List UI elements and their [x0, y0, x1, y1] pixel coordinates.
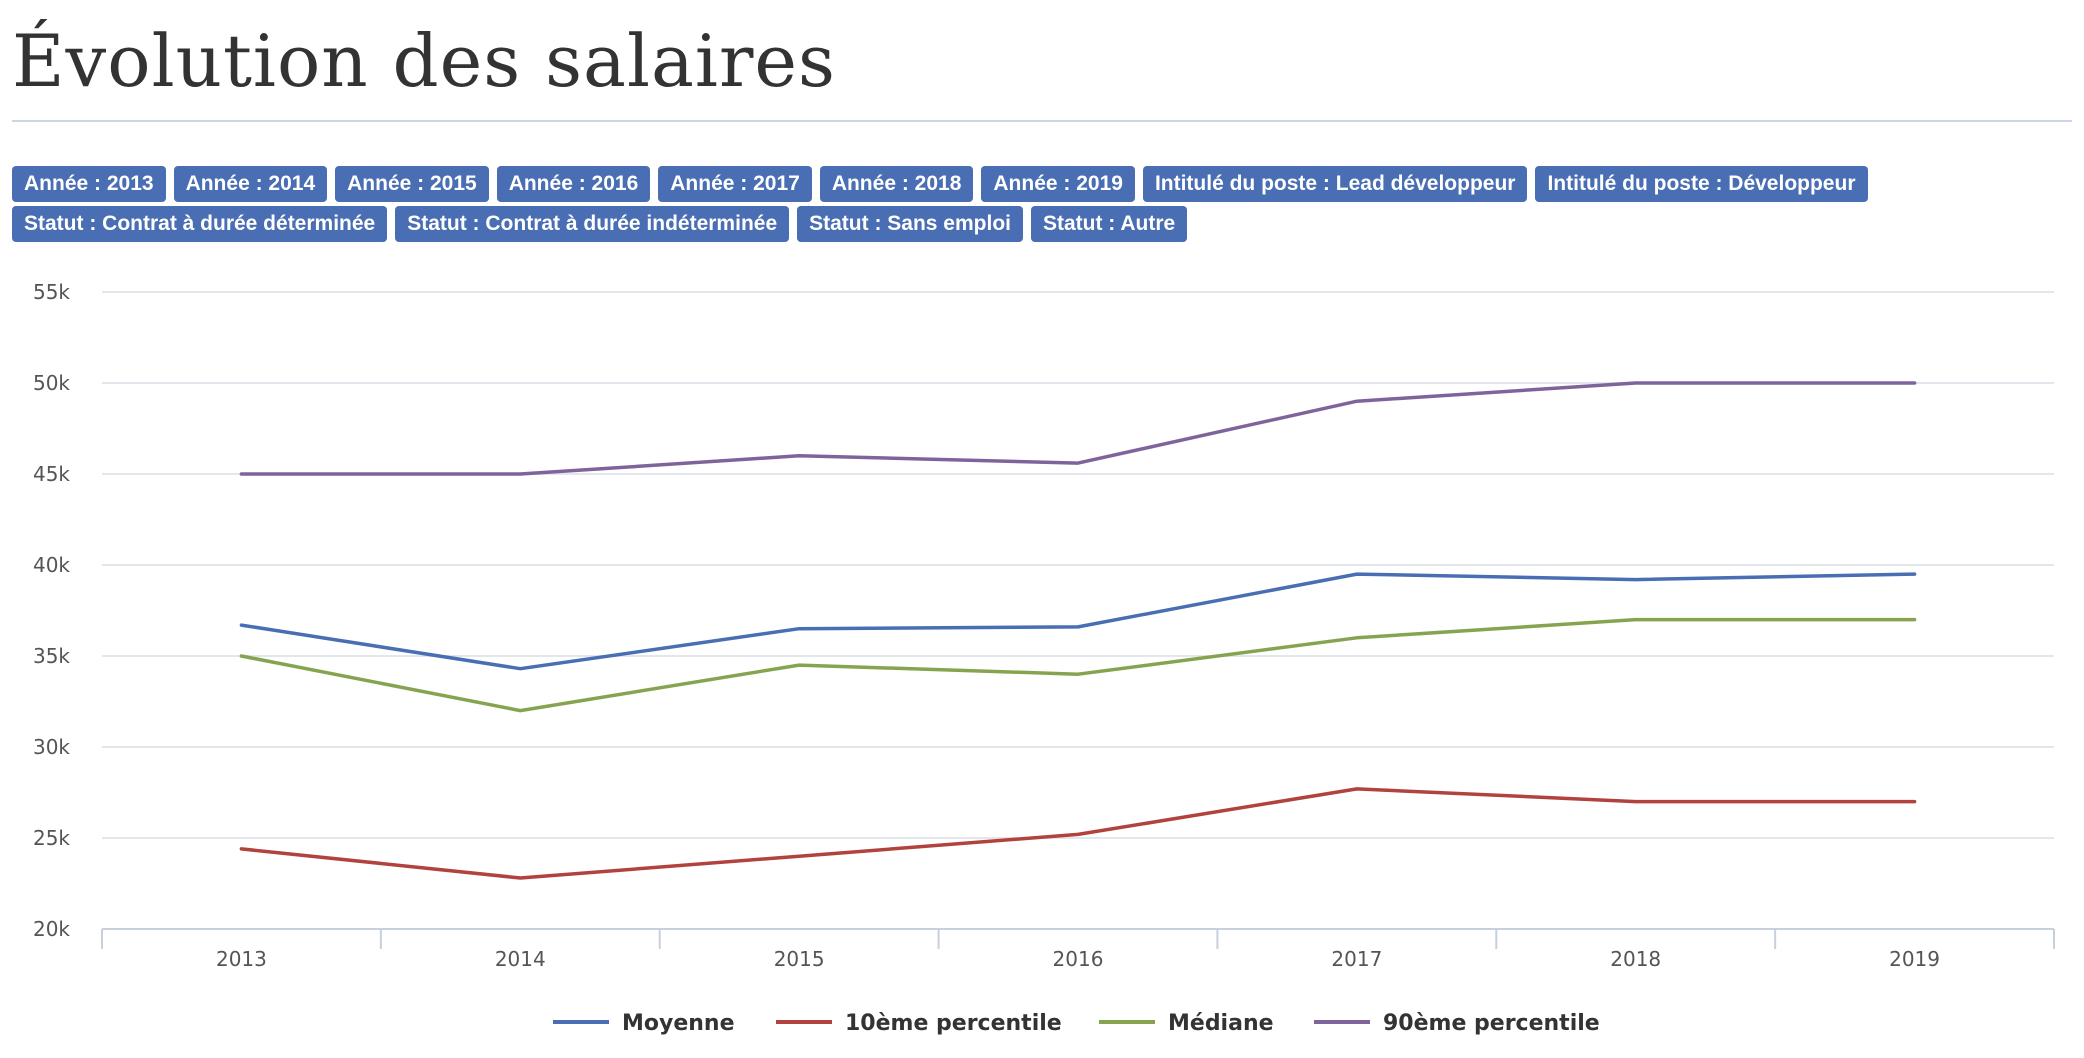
x-tick-label: 2014	[495, 947, 546, 971]
y-tick-label: 50k	[33, 371, 70, 395]
y-tick-label: 30k	[33, 735, 70, 759]
x-tick-label: 2016	[1053, 947, 1104, 971]
legend-item-label[interactable]: Médiane	[1168, 1011, 1274, 1036]
filter-tag[interactable]: Année : 2016	[496, 166, 651, 202]
filter-tag[interactable]: Statut : Contrat à durée déterminée	[12, 206, 388, 242]
filter-tag[interactable]: Année : 2015	[335, 166, 489, 202]
y-tick-label: 55k	[33, 280, 70, 304]
filter-tags: Année : 2013 Année : 2014 Année : 2015 Anné…	[12, 166, 2078, 246]
y-tick-label: 20k	[33, 917, 70, 941]
series-line-4	[239, 381, 1917, 476]
legend-item-label[interactable]: Moyenne	[622, 1011, 735, 1036]
y-tick-label: 35k	[33, 644, 70, 668]
page-title: Évolution des salaires	[12, 19, 836, 103]
x-tick-label: 2018	[1610, 947, 1661, 971]
x-tick-label: 2015	[774, 947, 825, 971]
filter-row: Année : 2013 Année : 2014 Année : 2015 Anné…	[12, 166, 2078, 202]
series-line-1	[239, 572, 1917, 671]
x-tick-label: 2019	[1889, 947, 1940, 971]
filter-tag[interactable]: Intitulé du poste : Développeur	[1535, 166, 1868, 202]
title-divider	[12, 120, 2072, 122]
y-tick-label: 45k	[33, 462, 70, 486]
series-line-3	[239, 617, 1917, 713]
legend-item-label[interactable]: 90ème percentile	[1383, 1011, 1600, 1036]
y-tick-label: 25k	[33, 826, 70, 850]
legend-item-label[interactable]: 10ème percentile	[845, 1011, 1062, 1036]
filter-tag[interactable]: Année : 2019	[981, 166, 1135, 202]
filter-tag[interactable]: Année : 2013	[12, 166, 166, 202]
filter-tag[interactable]: Statut : Sans emploi	[797, 206, 1023, 242]
filter-tag[interactable]: Statut : Contrat à durée indéterminée	[395, 206, 790, 242]
filter-row: Statut : Contrat à durée déterminée Statu…	[12, 206, 2078, 242]
filter-tag[interactable]: Statut : Autre	[1030, 206, 1188, 242]
filter-tag[interactable]: Année : 2018	[819, 166, 974, 202]
x-tick-label: 2013	[216, 947, 267, 971]
filter-tag[interactable]: Année : 2014	[173, 166, 328, 202]
filter-tag[interactable]: Année : 2017	[658, 166, 812, 202]
y-tick-label: 40k	[33, 553, 70, 577]
salary-line-chart: 20k 25k 30k 35k 40k 45k 50k 55k 2013 2014 2015 2016…	[33, 280, 2055, 1036]
series-line-2	[239, 787, 1917, 880]
filter-tag[interactable]: Intitulé du poste : Lead développeur	[1142, 166, 1528, 202]
x-tick-label: 2017	[1331, 947, 1382, 971]
